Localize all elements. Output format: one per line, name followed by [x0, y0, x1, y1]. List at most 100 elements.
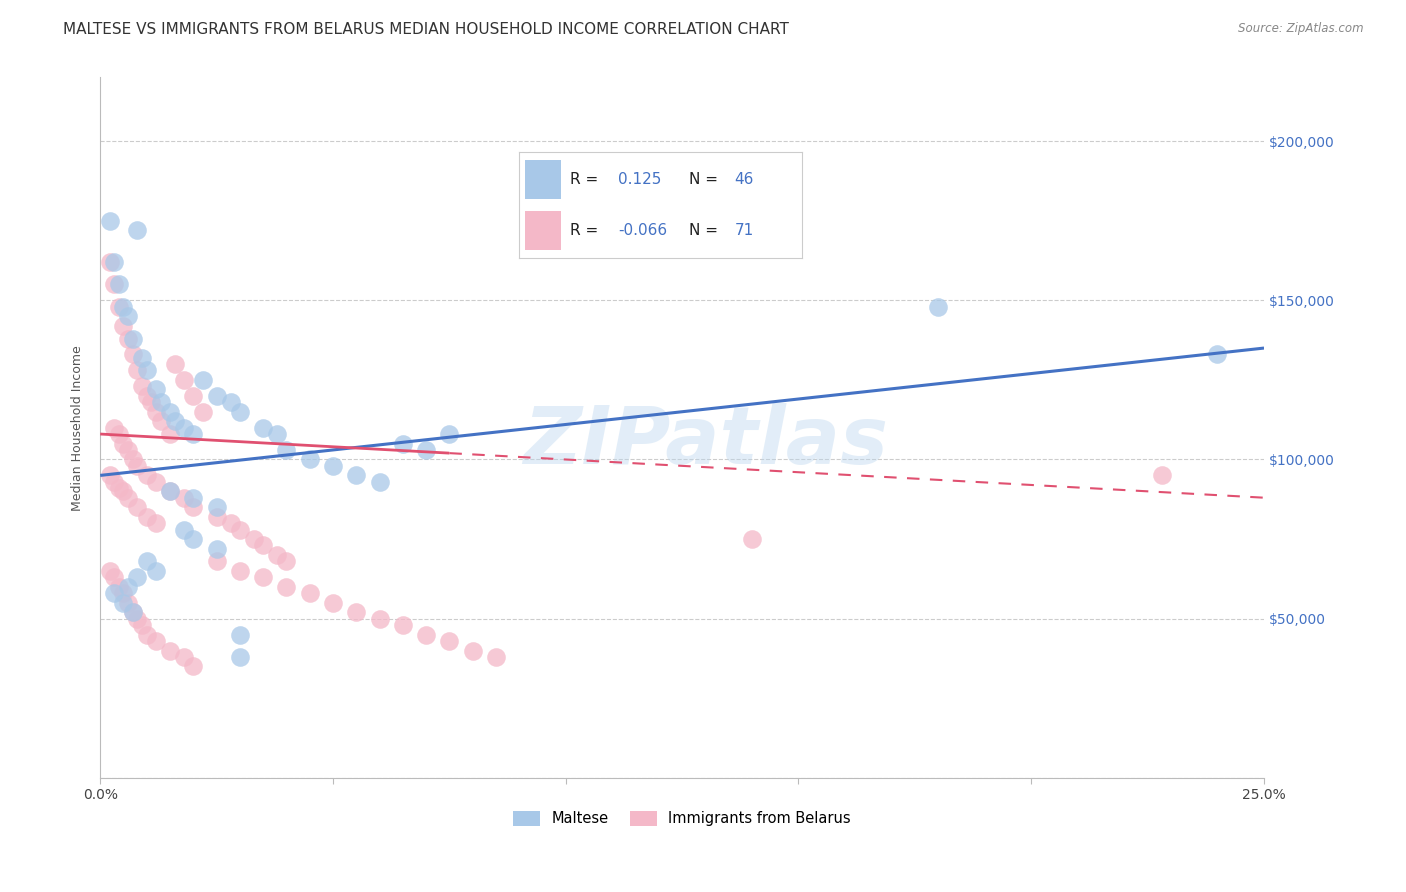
Point	[322, 458, 344, 473]
Point	[173, 523, 195, 537]
Point	[159, 484, 181, 499]
Point	[98, 255, 121, 269]
Point	[181, 491, 204, 505]
Point	[131, 618, 153, 632]
Point	[145, 405, 167, 419]
Point	[927, 300, 949, 314]
Point	[205, 509, 228, 524]
Point	[205, 500, 228, 515]
Point	[103, 420, 125, 434]
Point	[117, 331, 139, 345]
Point	[145, 475, 167, 489]
Point	[131, 379, 153, 393]
Point	[112, 300, 135, 314]
Point	[252, 570, 274, 584]
Point	[117, 580, 139, 594]
Point	[163, 357, 186, 371]
Point	[145, 634, 167, 648]
Point	[219, 516, 242, 531]
Point	[127, 223, 149, 237]
Point	[108, 300, 131, 314]
Point	[1150, 468, 1173, 483]
Text: Source: ZipAtlas.com: Source: ZipAtlas.com	[1239, 22, 1364, 36]
Point	[191, 405, 214, 419]
Point	[741, 532, 763, 546]
Point	[145, 383, 167, 397]
Point	[159, 405, 181, 419]
Text: ZIPatlas: ZIPatlas	[523, 402, 889, 481]
Point	[112, 484, 135, 499]
Point	[191, 373, 214, 387]
Point	[121, 605, 143, 619]
Point	[103, 277, 125, 292]
Point	[173, 420, 195, 434]
Point	[1206, 347, 1229, 361]
Point	[298, 452, 321, 467]
Point	[121, 331, 143, 345]
Point	[461, 643, 484, 657]
Point	[112, 586, 135, 600]
Point	[439, 634, 461, 648]
Text: 46: 46	[734, 172, 754, 186]
Point	[112, 436, 135, 450]
Point	[159, 427, 181, 442]
Text: MALTESE VS IMMIGRANTS FROM BELARUS MEDIAN HOUSEHOLD INCOME CORRELATION CHART: MALTESE VS IMMIGRANTS FROM BELARUS MEDIA…	[63, 22, 789, 37]
Point	[219, 395, 242, 409]
Point	[229, 523, 252, 537]
Point	[344, 468, 367, 483]
Bar	[524, 161, 561, 199]
Point	[108, 427, 131, 442]
Point	[149, 414, 172, 428]
Point	[98, 564, 121, 578]
Point	[121, 605, 143, 619]
Point	[266, 427, 288, 442]
Point	[229, 649, 252, 664]
Point	[127, 570, 149, 584]
Bar	[524, 211, 561, 250]
Point	[117, 310, 139, 324]
Point	[121, 347, 143, 361]
Point	[181, 389, 204, 403]
Point	[368, 475, 391, 489]
Point	[415, 627, 437, 641]
Point	[276, 442, 298, 457]
Point	[205, 554, 228, 568]
Point	[298, 586, 321, 600]
Point	[127, 363, 149, 377]
Point	[415, 442, 437, 457]
Point	[181, 500, 204, 515]
Point	[173, 491, 195, 505]
Point	[103, 570, 125, 584]
Legend: Maltese, Immigrants from Belarus: Maltese, Immigrants from Belarus	[506, 804, 858, 834]
Point	[145, 564, 167, 578]
Point	[266, 548, 288, 562]
Point	[391, 618, 413, 632]
Point	[485, 649, 508, 664]
Text: -0.066: -0.066	[619, 223, 668, 238]
Point	[322, 596, 344, 610]
Text: N =: N =	[689, 223, 718, 238]
Text: R =: R =	[569, 223, 598, 238]
Point	[135, 554, 157, 568]
Point	[173, 373, 195, 387]
Point	[108, 481, 131, 495]
Point	[112, 318, 135, 333]
Point	[98, 213, 121, 227]
Point	[181, 532, 204, 546]
Y-axis label: Median Household Income: Median Household Income	[72, 345, 84, 510]
Text: 0.125: 0.125	[619, 172, 661, 186]
Point	[103, 255, 125, 269]
Point	[173, 649, 195, 664]
Text: R =: R =	[569, 172, 598, 186]
Point	[112, 596, 135, 610]
Point	[145, 516, 167, 531]
Text: 71: 71	[734, 223, 754, 238]
Point	[117, 491, 139, 505]
Point	[135, 389, 157, 403]
Point	[243, 532, 266, 546]
Point	[229, 564, 252, 578]
Point	[108, 580, 131, 594]
Point	[181, 659, 204, 673]
Point	[205, 389, 228, 403]
Point	[391, 436, 413, 450]
